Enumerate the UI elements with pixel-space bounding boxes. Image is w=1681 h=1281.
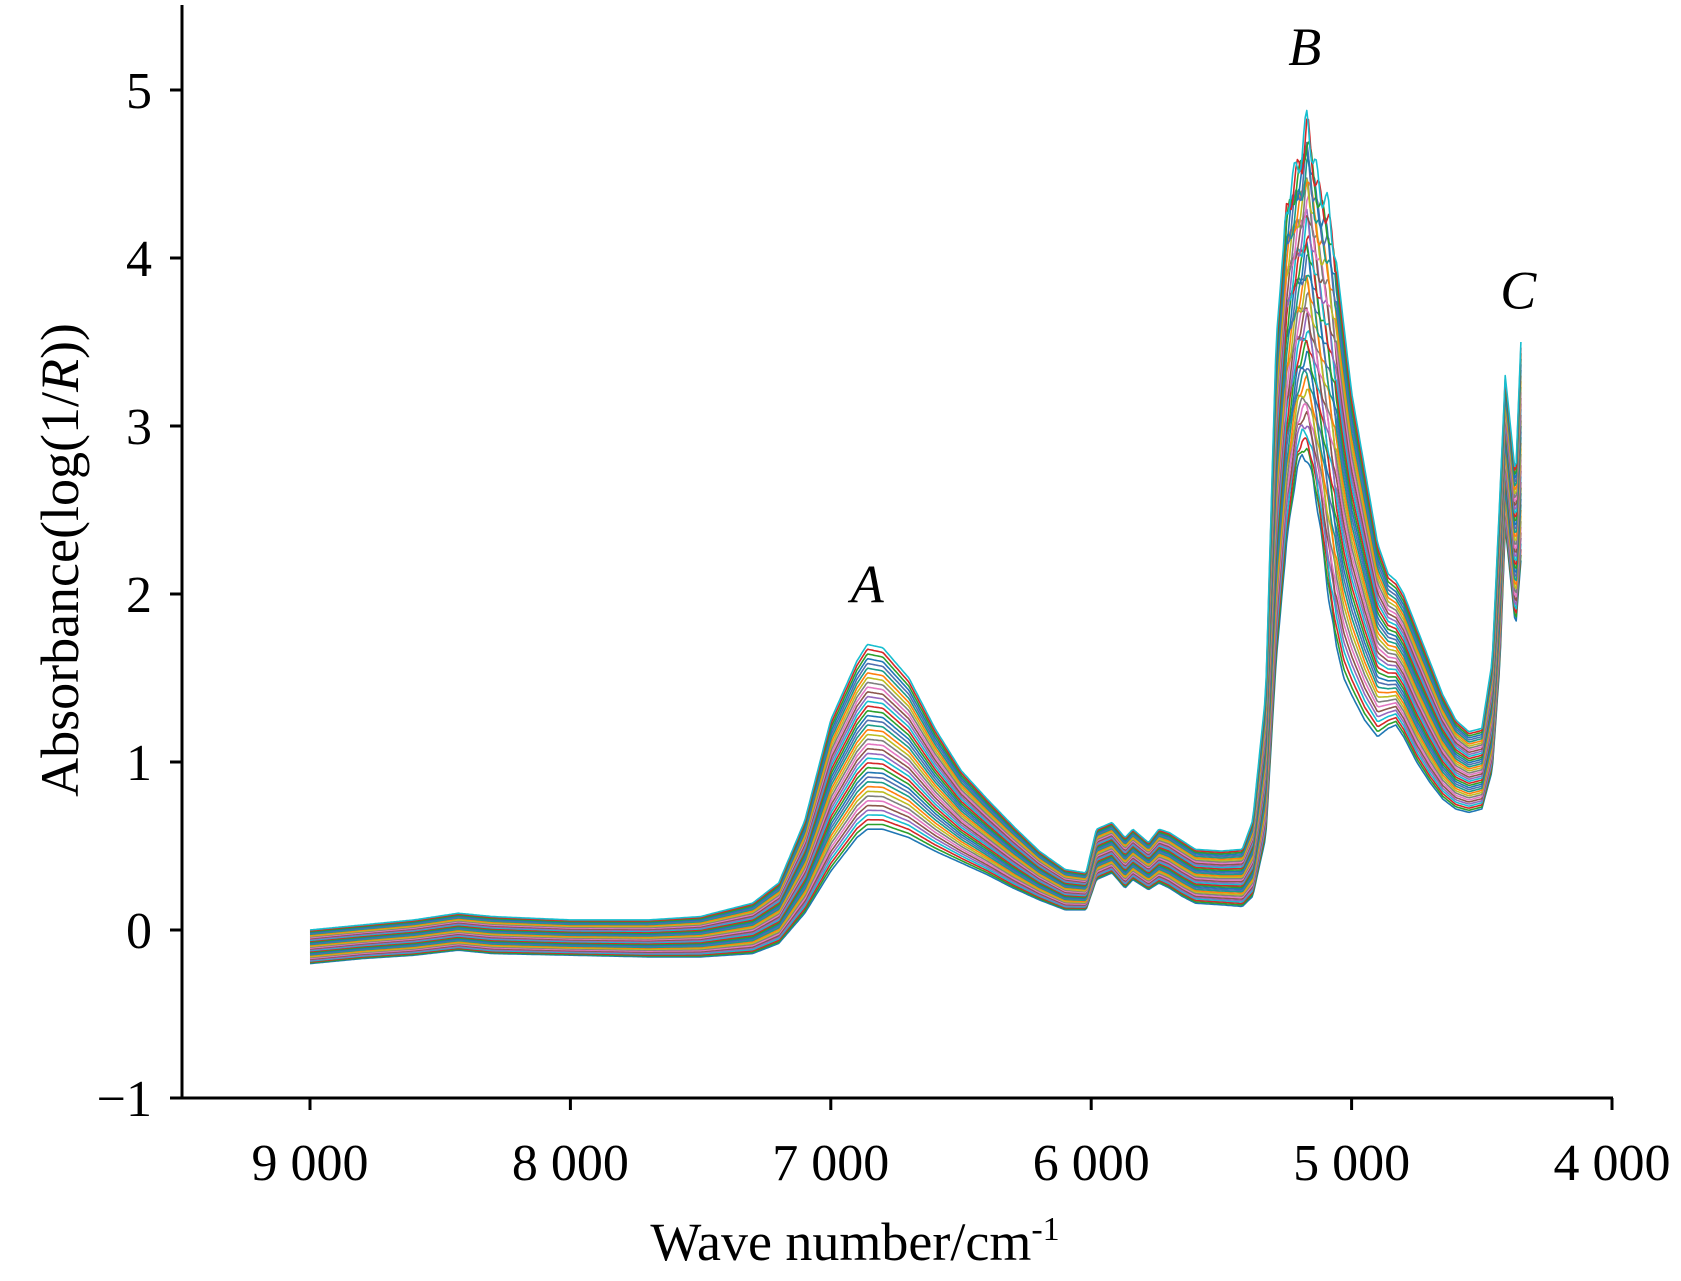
y-tick-label: −1 <box>97 1071 152 1128</box>
spectrum-line <box>309 307 1522 949</box>
y-axis-title-suffix: )) <box>30 323 90 359</box>
spectrum-line <box>309 366 1522 955</box>
spectrum-line <box>309 215 1522 940</box>
y-axis-title-prefix: Absorbance(log(1/ <box>30 392 90 797</box>
spectra-series-group <box>309 109 1522 965</box>
spectrum-line <box>309 402 1522 960</box>
peak-label-a: A <box>848 554 885 614</box>
spectrum-line <box>309 337 1522 953</box>
spectrum-line <box>309 245 1522 943</box>
spectrum-line <box>309 150 1522 934</box>
y-tick-label: 0 <box>126 903 152 960</box>
spectrum-line <box>309 428 1522 962</box>
x-tick-label: 7 000 <box>772 1135 889 1192</box>
spectrum-line <box>309 291 1522 948</box>
x-tick-label: 9 000 <box>252 1135 369 1192</box>
y-axis-title-italic: R <box>30 359 90 393</box>
spectrum-line <box>309 274 1522 946</box>
y-axis-title: Absorbance(log(1/R)) <box>30 323 90 797</box>
spectrum-line <box>309 141 1522 935</box>
x-tick-label: 8 000 <box>512 1135 629 1192</box>
spectrum-line <box>309 178 1522 937</box>
spectrum-line <box>309 275 1522 947</box>
peak-label-b: B <box>1288 17 1321 77</box>
peak-annotations: A B C <box>848 17 1537 615</box>
spectrum-line <box>309 195 1522 939</box>
y-tick-label: 4 <box>126 231 152 288</box>
spectrum-line <box>309 330 1522 952</box>
spectrum-line <box>309 307 1522 950</box>
spectrum-line <box>309 453 1522 965</box>
spectrum-line <box>309 141 1522 933</box>
y-ticks: −1 0 1 2 3 4 5 <box>97 63 182 1128</box>
x-axis-title-superscript: -1 <box>1031 1211 1059 1248</box>
y-tick-label: 5 <box>126 63 152 120</box>
spectrum-line <box>309 109 1522 931</box>
peak-label-c: C <box>1500 260 1537 320</box>
spectrum-line <box>309 181 1522 936</box>
x-axis-title-main: Wave number/cm <box>650 1212 1031 1272</box>
spectrum-line <box>309 388 1522 958</box>
x-tick-label: 6 000 <box>1033 1135 1150 1192</box>
spectrum-line <box>309 370 1522 956</box>
axes <box>180 5 1613 1100</box>
y-tick-label: 2 <box>126 567 152 624</box>
x-tick-label: 5 000 <box>1293 1135 1410 1192</box>
y-tick-label: 3 <box>126 399 152 456</box>
spectrum-line <box>309 424 1522 961</box>
x-axis-title: Wave number/cm-1 <box>650 1211 1059 1272</box>
x-tick-label: 4 000 <box>1554 1135 1671 1192</box>
spectrum-line <box>309 235 1522 942</box>
y-tick-label: 1 <box>126 735 152 792</box>
x-ticks: 9 000 8 000 7 000 6 000 5 000 4 000 <box>252 1098 1671 1192</box>
spectrum-line <box>309 396 1522 959</box>
